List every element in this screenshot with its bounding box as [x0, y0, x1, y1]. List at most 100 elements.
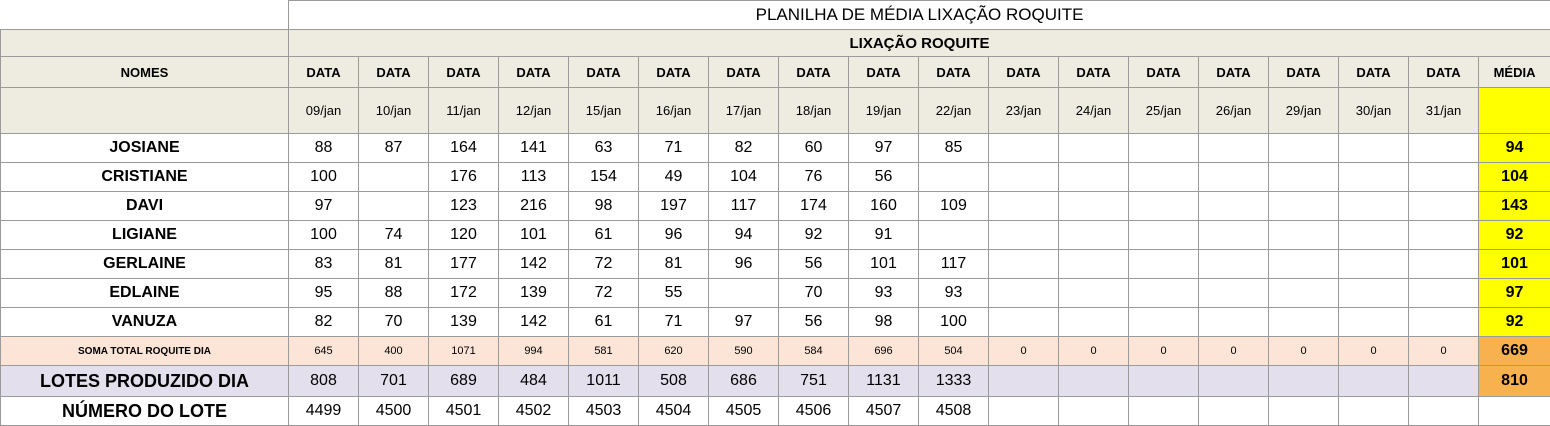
value-cell[interactable]: [1129, 279, 1199, 308]
date-header[interactable]: DATA: [919, 57, 989, 88]
soma-cell[interactable]: 0: [1129, 337, 1199, 366]
value-cell[interactable]: 142: [499, 250, 569, 279]
date-header[interactable]: DATA: [289, 57, 359, 88]
value-cell[interactable]: 177: [429, 250, 499, 279]
value-cell[interactable]: [1339, 279, 1409, 308]
value-cell[interactable]: [1129, 308, 1199, 337]
date-header[interactable]: DATA: [499, 57, 569, 88]
media-cell[interactable]: 92: [1479, 221, 1550, 250]
value-cell[interactable]: [1269, 250, 1339, 279]
value-cell[interactable]: 100: [289, 221, 359, 250]
value-cell[interactable]: 154: [569, 163, 639, 192]
value-cell[interactable]: 72: [569, 250, 639, 279]
date-cell[interactable]: 09/jan: [289, 88, 359, 134]
value-cell[interactable]: [1269, 279, 1339, 308]
value-cell[interactable]: 97: [849, 134, 919, 163]
value-cell[interactable]: [359, 192, 429, 221]
value-cell[interactable]: [1059, 134, 1129, 163]
value-cell[interactable]: 72: [569, 279, 639, 308]
media-header[interactable]: MÉDIA: [1479, 57, 1550, 88]
lotes-label[interactable]: LOTES PRODUZIDO DIA: [1, 366, 289, 397]
value-cell[interactable]: [1339, 163, 1409, 192]
employee-name[interactable]: CRISTIANE: [1, 163, 289, 192]
value-cell[interactable]: 85: [919, 134, 989, 163]
date-header[interactable]: DATA: [569, 57, 639, 88]
value-cell[interactable]: [919, 221, 989, 250]
sheet-title[interactable]: PLANILHA DE MÉDIA LIXAÇÃO ROQUITE: [289, 1, 1550, 30]
value-cell[interactable]: [1129, 163, 1199, 192]
value-cell[interactable]: [1339, 221, 1409, 250]
value-cell[interactable]: [1059, 163, 1129, 192]
value-cell[interactable]: 117: [919, 250, 989, 279]
numero-cell[interactable]: 4499: [289, 397, 359, 426]
value-cell[interactable]: 120: [429, 221, 499, 250]
date-cell[interactable]: 31/jan: [1409, 88, 1479, 134]
lotes-cell[interactable]: [1409, 366, 1479, 397]
lotes-cell[interactable]: [1129, 366, 1199, 397]
value-cell[interactable]: [1409, 308, 1479, 337]
value-cell[interactable]: 70: [359, 308, 429, 337]
soma-cell[interactable]: 620: [639, 337, 709, 366]
soma-label[interactable]: SOMA TOTAL ROQUITE DIA: [1, 337, 289, 366]
media-cell[interactable]: 97: [1479, 279, 1550, 308]
soma-cell[interactable]: 581: [569, 337, 639, 366]
date-cell[interactable]: 15/jan: [569, 88, 639, 134]
value-cell[interactable]: 82: [289, 308, 359, 337]
soma-cell[interactable]: 994: [499, 337, 569, 366]
numero-cell[interactable]: 4500: [359, 397, 429, 426]
numero-cell[interactable]: 4501: [429, 397, 499, 426]
lotes-cell[interactable]: [1199, 366, 1269, 397]
lotes-cell[interactable]: [1269, 366, 1339, 397]
numero-cell[interactable]: [989, 397, 1059, 426]
numero-cell[interactable]: [1129, 397, 1199, 426]
value-cell[interactable]: [989, 250, 1059, 279]
soma-media-cell[interactable]: 669: [1479, 337, 1550, 366]
date-cell[interactable]: 10/jan: [359, 88, 429, 134]
date-header[interactable]: DATA: [1059, 57, 1129, 88]
date-header[interactable]: DATA: [429, 57, 499, 88]
employee-name[interactable]: EDLAINE: [1, 279, 289, 308]
date-cell[interactable]: 22/jan: [919, 88, 989, 134]
value-cell[interactable]: [1199, 134, 1269, 163]
media-cell[interactable]: 101: [1479, 250, 1550, 279]
media-cell[interactable]: 92: [1479, 308, 1550, 337]
value-cell[interactable]: [1339, 192, 1409, 221]
numero-cell[interactable]: [1199, 397, 1269, 426]
value-cell[interactable]: 113: [499, 163, 569, 192]
value-cell[interactable]: 61: [569, 308, 639, 337]
lotes-cell[interactable]: 508: [639, 366, 709, 397]
lotes-cell[interactable]: [1339, 366, 1409, 397]
value-cell[interactable]: [1409, 163, 1479, 192]
date-cell[interactable]: 11/jan: [429, 88, 499, 134]
value-cell[interactable]: 81: [359, 250, 429, 279]
value-cell[interactable]: 139: [429, 308, 499, 337]
value-cell[interactable]: 92: [779, 221, 849, 250]
value-cell[interactable]: 96: [709, 250, 779, 279]
value-cell[interactable]: [1059, 250, 1129, 279]
soma-cell[interactable]: 696: [849, 337, 919, 366]
numero-media-cell[interactable]: [1479, 397, 1550, 426]
numero-label[interactable]: NÚMERO DO LOTE: [1, 397, 289, 426]
numero-cell[interactable]: 4503: [569, 397, 639, 426]
value-cell[interactable]: 91: [849, 221, 919, 250]
lotes-cell[interactable]: 1011: [569, 366, 639, 397]
value-cell[interactable]: [1129, 134, 1199, 163]
date-row-label[interactable]: [1, 88, 289, 134]
lotes-cell[interactable]: 1333: [919, 366, 989, 397]
value-cell[interactable]: [989, 192, 1059, 221]
value-cell[interactable]: [1199, 279, 1269, 308]
numero-cell[interactable]: 4505: [709, 397, 779, 426]
numero-cell[interactable]: [1059, 397, 1129, 426]
value-cell[interactable]: [1339, 250, 1409, 279]
soma-cell[interactable]: 584: [779, 337, 849, 366]
value-cell[interactable]: 96: [639, 221, 709, 250]
value-cell[interactable]: 100: [289, 163, 359, 192]
employee-name[interactable]: GERLAINE: [1, 250, 289, 279]
value-cell[interactable]: [1409, 279, 1479, 308]
soma-cell[interactable]: 0: [989, 337, 1059, 366]
value-cell[interactable]: [359, 163, 429, 192]
date-header[interactable]: DATA: [709, 57, 779, 88]
value-cell[interactable]: 98: [849, 308, 919, 337]
soma-cell[interactable]: 0: [1409, 337, 1479, 366]
lotes-media-cell[interactable]: 810: [1479, 366, 1550, 397]
